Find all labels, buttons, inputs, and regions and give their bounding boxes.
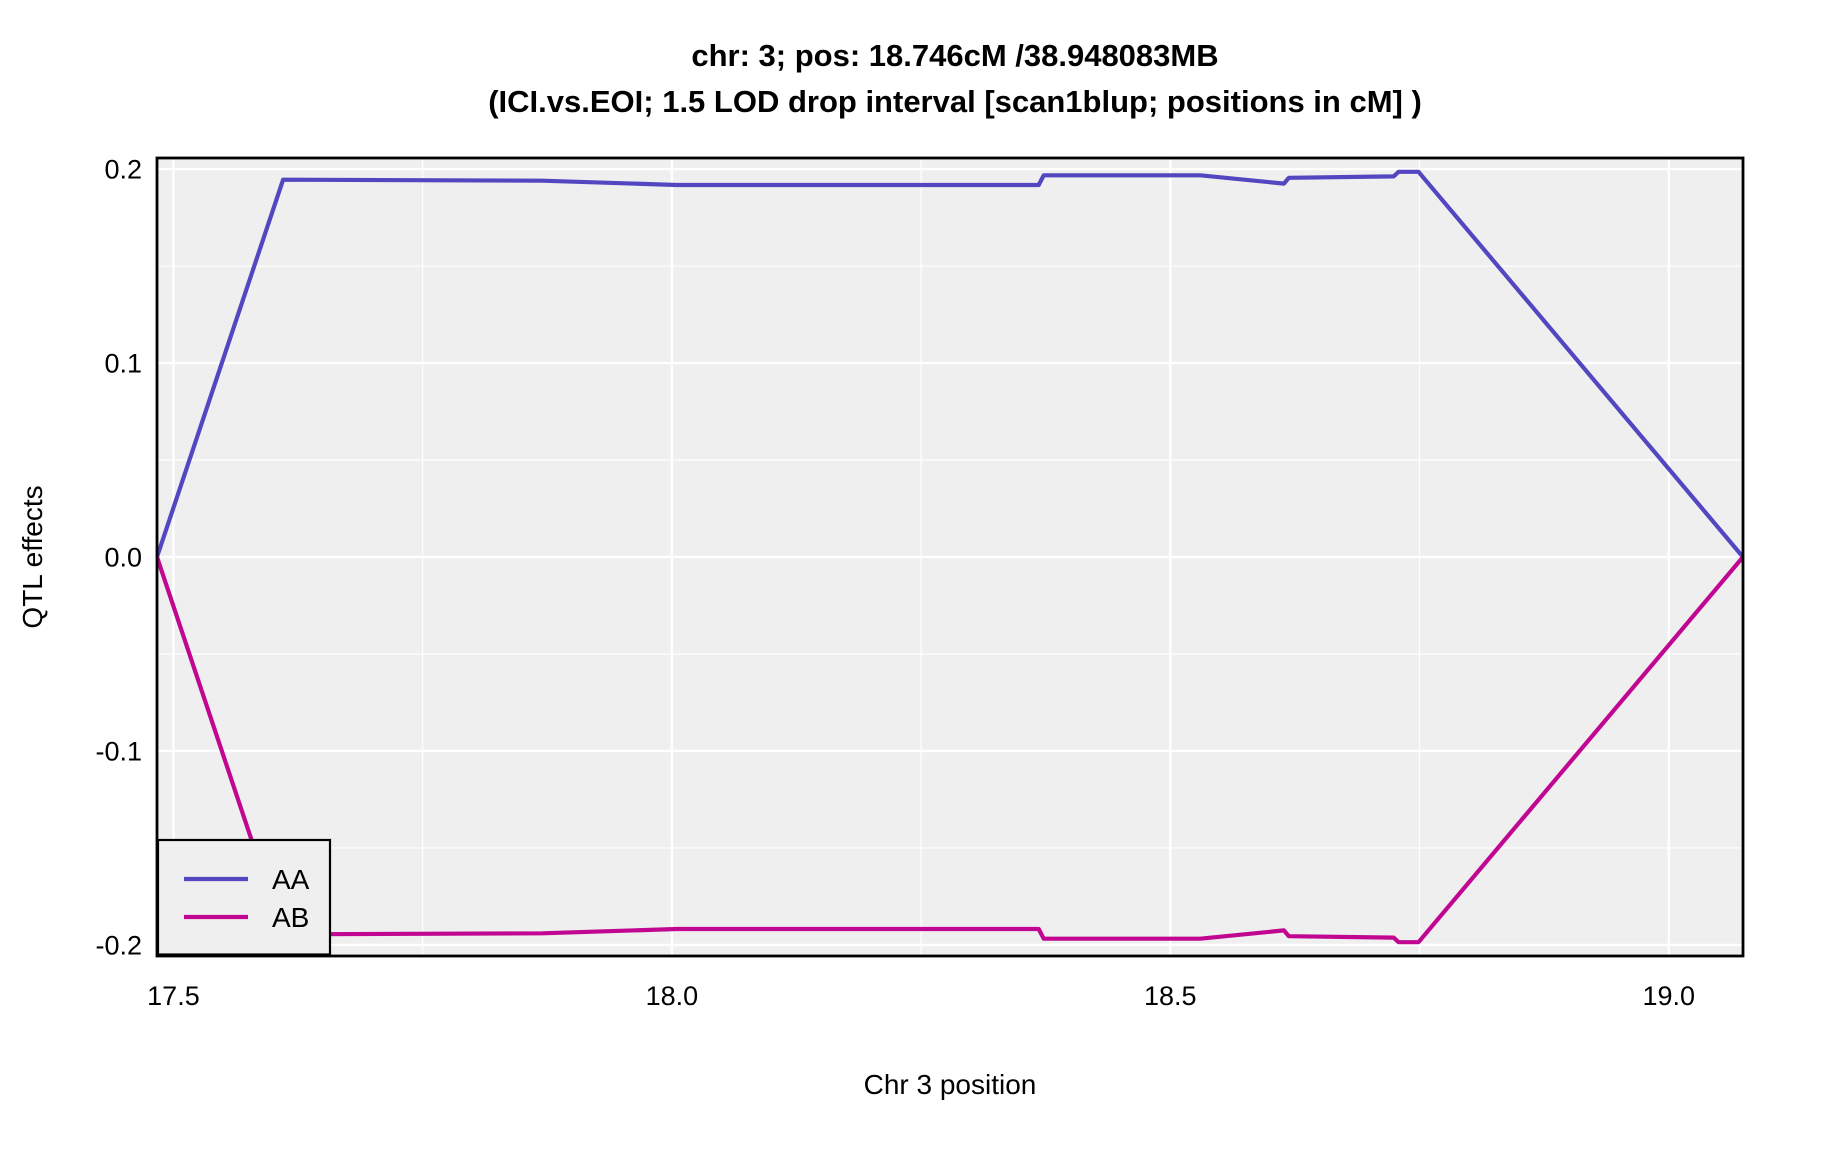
y-tick-labels: 0.2 0.1 0.0 -0.1 -0.2 — [95, 155, 142, 961]
chart-title-line1: chr: 3; pos: 18.746cM /38.948083MB — [691, 38, 1218, 73]
x-tick-label: 19.0 — [1642, 981, 1695, 1011]
series-group — [157, 169, 1743, 945]
gridlines-major — [157, 158, 1743, 956]
series-line-AA — [157, 169, 1743, 559]
chart-title-line2: (ICI.vs.EOI; 1.5 LOD drop interval [scan… — [488, 84, 1422, 119]
x-tick-label: 18.0 — [646, 981, 699, 1011]
x-tick-label: 17.5 — [147, 981, 200, 1011]
series-line-AB — [157, 555, 1743, 945]
x-axis-title: Chr 3 position — [864, 1069, 1037, 1100]
legend: AA AB — [156, 838, 332, 956]
legend-label: AB — [272, 902, 309, 933]
y-tick-label: 0.1 — [104, 349, 142, 379]
legend-label: AA — [272, 864, 310, 895]
y-axis-title: QTL effects — [17, 485, 48, 628]
x-tick-label: 18.5 — [1144, 981, 1197, 1011]
panel-border — [155, 156, 1745, 958]
y-tick-label: -0.1 — [95, 736, 142, 766]
y-tick-label: 0.0 — [104, 543, 142, 573]
legend-entries: AA AB — [184, 864, 310, 933]
x-tick-labels: 17.5 18.0 18.5 19.0 — [147, 981, 1695, 1011]
y-tick-label: 0.2 — [104, 155, 142, 185]
y-tick-label: -0.2 — [95, 930, 142, 960]
legend-box — [156, 838, 332, 956]
